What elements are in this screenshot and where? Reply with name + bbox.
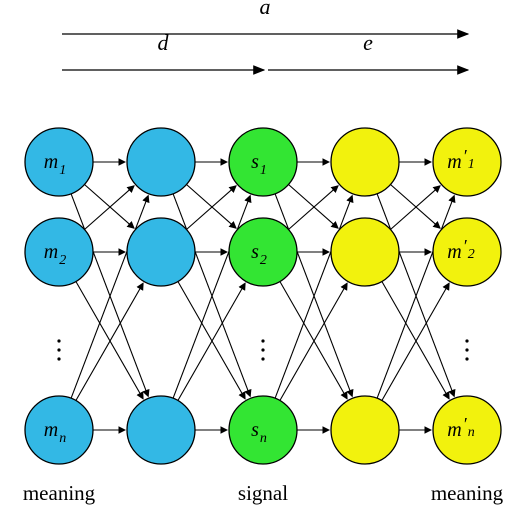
network-node [127,396,195,464]
span-label: e [363,30,373,55]
ellipsis-dot [465,339,468,342]
ellipsis-dot [261,348,264,351]
network-node [127,218,195,286]
network-node [331,218,399,286]
network-node [229,396,297,464]
network-node [25,128,93,196]
network-node [229,128,297,196]
network-node [25,396,93,464]
ellipsis-dot [261,357,264,360]
ellipsis-dot [57,348,60,351]
column-caption: signal [238,481,288,505]
network-node [331,128,399,196]
ellipsis-dot [57,357,60,360]
network-node [25,218,93,286]
span-label: d [158,30,170,55]
ellipsis-dot [261,339,264,342]
column-caption: meaning [431,481,504,505]
column-caption: meaning [23,481,96,505]
ellipsis-dot [465,348,468,351]
network-node [127,128,195,196]
ellipsis-dot [465,357,468,360]
network-node [229,218,297,286]
network-node [331,396,399,464]
ellipsis-dot [57,339,60,342]
span-label: a [260,0,271,19]
